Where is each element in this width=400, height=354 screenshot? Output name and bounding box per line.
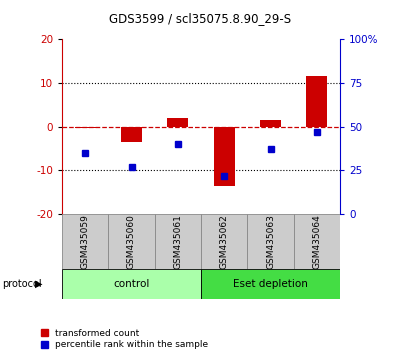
Bar <box>108 214 155 269</box>
Text: ▶: ▶ <box>36 279 43 289</box>
Bar <box>260 120 281 127</box>
Text: GSM435059: GSM435059 <box>81 214 90 269</box>
Text: GSM435060: GSM435060 <box>127 214 136 269</box>
Bar <box>75 127 96 128</box>
Legend: transformed count, percentile rank within the sample: transformed count, percentile rank withi… <box>40 329 208 349</box>
Bar <box>294 214 340 269</box>
Text: protocol: protocol <box>2 279 42 289</box>
Text: control: control <box>113 279 150 289</box>
Bar <box>201 214 247 269</box>
Text: GSM435062: GSM435062 <box>220 214 229 269</box>
Text: GSM435061: GSM435061 <box>173 214 182 269</box>
Bar <box>62 214 108 269</box>
Bar <box>214 127 234 186</box>
Bar <box>155 214 201 269</box>
Bar <box>247 214 294 269</box>
Bar <box>201 269 340 299</box>
Bar <box>62 269 201 299</box>
Text: GSM435064: GSM435064 <box>312 214 321 269</box>
Text: Eset depletion: Eset depletion <box>233 279 308 289</box>
Bar <box>168 118 188 127</box>
Bar <box>306 76 327 127</box>
Text: GDS3599 / scl35075.8.90_29-S: GDS3599 / scl35075.8.90_29-S <box>109 12 291 25</box>
Bar <box>121 127 142 142</box>
Text: GSM435063: GSM435063 <box>266 214 275 269</box>
